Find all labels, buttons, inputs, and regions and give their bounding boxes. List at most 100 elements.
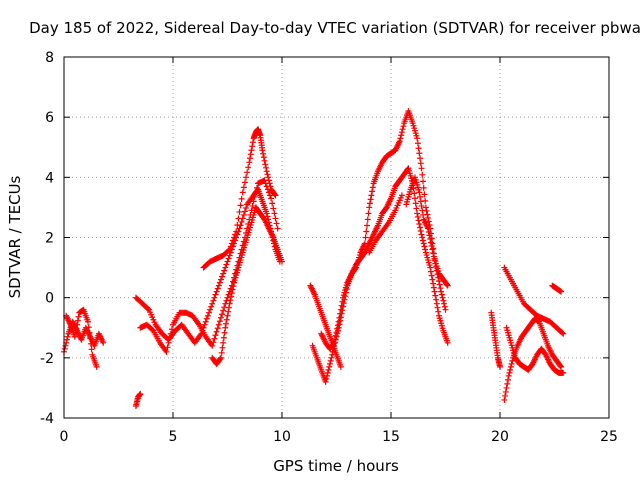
data-point — [163, 348, 170, 355]
data-point — [411, 195, 418, 202]
data-point — [232, 231, 239, 238]
data-point — [436, 281, 443, 288]
data-point — [435, 274, 442, 281]
data-point — [398, 192, 405, 199]
data-point — [226, 246, 233, 253]
data-point — [417, 160, 424, 167]
data-point — [87, 340, 94, 347]
data-point — [322, 378, 329, 385]
data-point — [216, 318, 223, 325]
data-point — [560, 330, 567, 337]
data-point — [366, 200, 373, 207]
data-point — [509, 357, 516, 364]
series-track-n — [501, 264, 567, 337]
data-point — [72, 329, 79, 336]
data-point — [324, 372, 331, 379]
data-point — [504, 380, 511, 387]
data-point — [366, 204, 373, 211]
data-point — [416, 150, 423, 157]
data-point — [339, 298, 346, 305]
data-point — [265, 177, 272, 184]
data-point — [429, 246, 436, 253]
data-point — [503, 384, 510, 391]
data-point — [251, 193, 258, 200]
data-point — [210, 339, 217, 346]
data-point — [233, 228, 240, 235]
data-point — [260, 150, 267, 157]
data-point — [336, 314, 343, 321]
data-point — [399, 126, 406, 133]
data-point — [419, 211, 426, 218]
data-point — [368, 192, 375, 199]
data-point — [223, 320, 230, 327]
data-point — [365, 210, 372, 217]
data-point — [75, 313, 82, 320]
data-point — [265, 174, 272, 181]
data-point — [64, 333, 71, 340]
data-point — [270, 205, 277, 212]
data-point — [263, 164, 270, 171]
data-point — [220, 339, 227, 346]
data-point — [264, 171, 271, 178]
data-point — [202, 318, 209, 325]
series-track-m — [488, 309, 503, 370]
data-point — [439, 294, 446, 301]
data-point — [230, 283, 237, 290]
data-point — [411, 190, 418, 197]
data-point — [444, 282, 451, 289]
data-point — [225, 255, 232, 262]
data-point — [168, 326, 175, 333]
y-tick-label: -4 — [40, 411, 54, 427]
x-tick-label: 0 — [60, 429, 69, 445]
data-point — [431, 288, 438, 295]
data-point — [430, 250, 437, 257]
data-point — [335, 318, 342, 325]
data-point — [164, 344, 171, 351]
data-point — [432, 260, 439, 267]
y-tick-label: 4 — [45, 170, 54, 186]
data-point — [400, 123, 407, 130]
data-point — [215, 282, 222, 289]
data-point — [249, 139, 256, 146]
data-point — [337, 306, 344, 313]
series-track-k — [366, 192, 405, 256]
data-point — [267, 192, 274, 199]
data-point — [417, 155, 424, 162]
data-point — [211, 335, 218, 342]
data-point — [219, 273, 226, 280]
data-point — [210, 297, 217, 304]
data-point — [427, 239, 434, 246]
data-point — [259, 147, 266, 154]
data-point — [338, 302, 345, 309]
data-point — [559, 329, 566, 336]
data-point — [430, 280, 437, 287]
data-point — [426, 232, 433, 239]
data-point — [418, 165, 425, 172]
data-point — [61, 345, 68, 352]
data-point — [201, 321, 208, 328]
data-point — [243, 204, 250, 211]
data-point — [218, 349, 225, 356]
data-point — [444, 339, 451, 346]
grid-lines — [64, 57, 609, 418]
data-point — [223, 261, 230, 268]
data-point — [398, 129, 405, 136]
data-point — [266, 180, 273, 187]
y-tick-label: 0 — [45, 291, 54, 307]
data-point — [421, 243, 428, 250]
data-point — [213, 288, 220, 295]
data-point — [244, 169, 251, 176]
data-point — [220, 307, 227, 314]
data-point — [241, 179, 248, 186]
data-point — [557, 362, 564, 369]
data-point — [219, 344, 226, 351]
data-point — [238, 195, 245, 202]
data-point — [507, 363, 514, 370]
data-point — [434, 304, 441, 311]
data-point — [247, 155, 254, 162]
data-point — [221, 267, 228, 274]
data-point — [252, 189, 259, 196]
data-point — [327, 357, 334, 364]
x-tick-label: 10 — [273, 429, 291, 445]
